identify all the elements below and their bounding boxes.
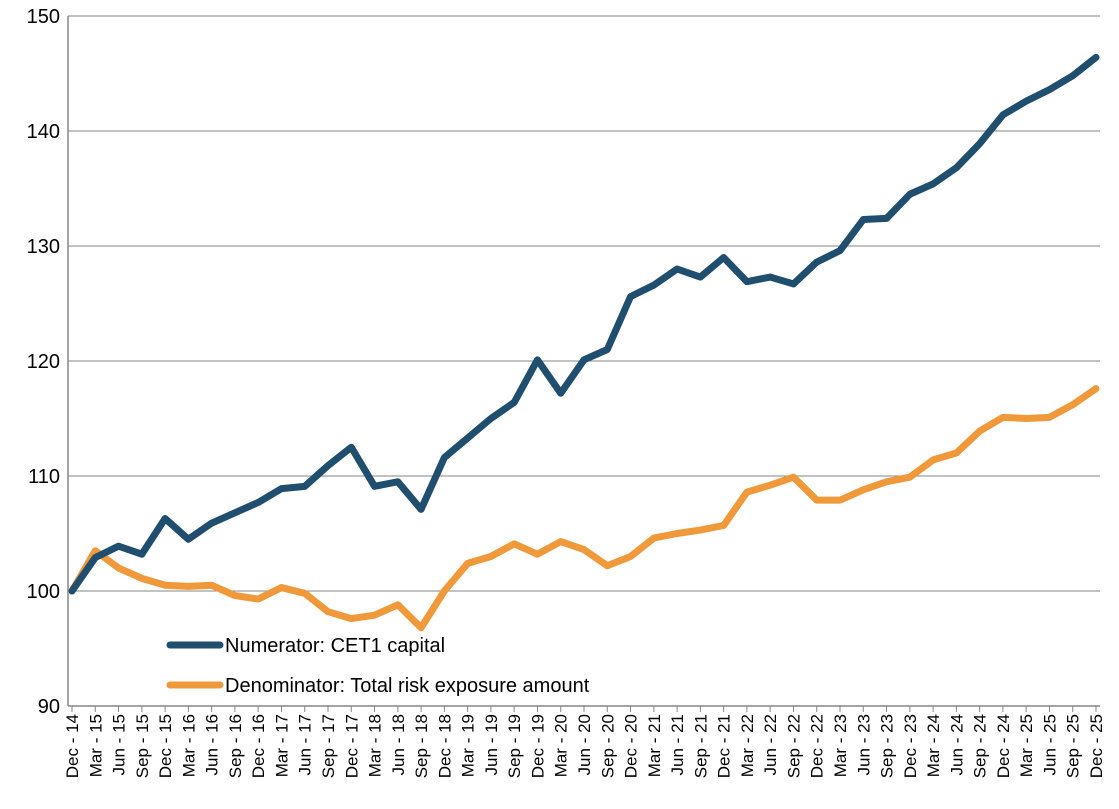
series-line-total-risk-exposure [68,385,1100,632]
gridlines [68,15,1100,592]
y-tick-label: 120 [27,351,60,373]
x-tick-label: Mar - 20 [552,714,571,777]
x-tick-label: Mar - 25 [1017,714,1036,777]
x-tick-label: Jun - 17 [296,714,315,775]
x-tick-label: Dec - 24 [994,714,1013,778]
y-tick-label: 100 [27,581,60,603]
x-tick-label: Jun - 20 [575,714,594,775]
x-tick-label: Dec - 23 [901,714,920,778]
x-tick-label: Mar - 16 [179,714,198,777]
x-tick-label: Jun - 16 [203,714,222,775]
x-tick-label: Sep - 21 [691,714,710,778]
x-tick-label: Jun - 15 [110,714,129,775]
x-tick-label: Sep - 25 [1064,714,1083,778]
x-tick-labels: Dec - 14 Mar - 15 Jun - 15 Sep - 15 Dec - 15… [63,706,1106,778]
x-tick-label: Mar - 21 [645,714,664,777]
x-tick-label: Mar - 19 [459,714,478,777]
series-lines [68,53,1100,632]
x-tick-label: Jun - 24 [947,714,966,775]
x-tick-label: Sep - 24 [971,714,990,778]
legend: Numerator: CET1 capital Denominator: Tot… [166,635,590,697]
x-tick-label: Sep - 20 [598,714,617,778]
x-tick-label: Dec - 19 [528,714,547,778]
x-tick-label: Dec - 17 [342,714,361,778]
x-tick-label: Dec - 15 [156,714,175,778]
x-tick-label: Dec - 20 [622,714,641,778]
y-tick-label: 110 [28,466,60,488]
x-tick-label: Sep - 17 [319,714,338,778]
x-tick-label: Jun - 23 [854,714,873,775]
x-tick-label: Dec - 16 [249,714,268,778]
x-tick-label: Mar - 18 [366,714,385,777]
y-tick-label: 150 [27,6,60,28]
x-tick-label: Jun - 21 [668,714,687,775]
legend-label-rwa: Denominator: Total risk exposure amount [225,675,590,697]
x-tick-label: Sep - 22 [784,714,803,778]
x-tick-label: Mar - 22 [738,714,757,777]
series-line-cet1-capital [68,53,1100,595]
x-tick-label: Dec - 18 [435,714,454,778]
x-tick-label: Mar - 17 [272,714,291,777]
x-tick-label: Mar - 15 [86,714,105,777]
x-tick-label: Dec - 22 [808,714,827,778]
x-tick-label: Jun - 18 [389,714,408,775]
y-tick-labels: 90 100 110 120 130 140 150 [27,6,60,718]
x-tick-label: Jun - 22 [761,714,780,775]
x-tick-label: Jun - 19 [482,714,501,775]
x-tick-label: Dec - 21 [715,714,734,778]
x-tick-label: Sep - 23 [878,714,897,778]
x-tick-label: Mar - 24 [924,714,943,777]
x-tick-label: Sep - 16 [226,714,245,778]
legend-label-cet1: Numerator: CET1 capital [225,635,445,657]
x-tick-label: Dec - 25 [1087,714,1106,778]
y-tick-label: 130 [27,236,60,258]
y-tick-label: 140 [27,121,60,143]
x-tick-label: Jun - 25 [1040,714,1059,775]
x-tick-label: Sep - 19 [505,714,524,778]
y-tick-label: 90 [38,696,60,718]
x-tick-label: Dec - 14 [63,714,82,778]
x-tick-label: Mar - 23 [831,714,850,777]
x-tick-label: Sep - 15 [133,714,152,778]
x-tick-label: Sep - 18 [412,714,431,778]
